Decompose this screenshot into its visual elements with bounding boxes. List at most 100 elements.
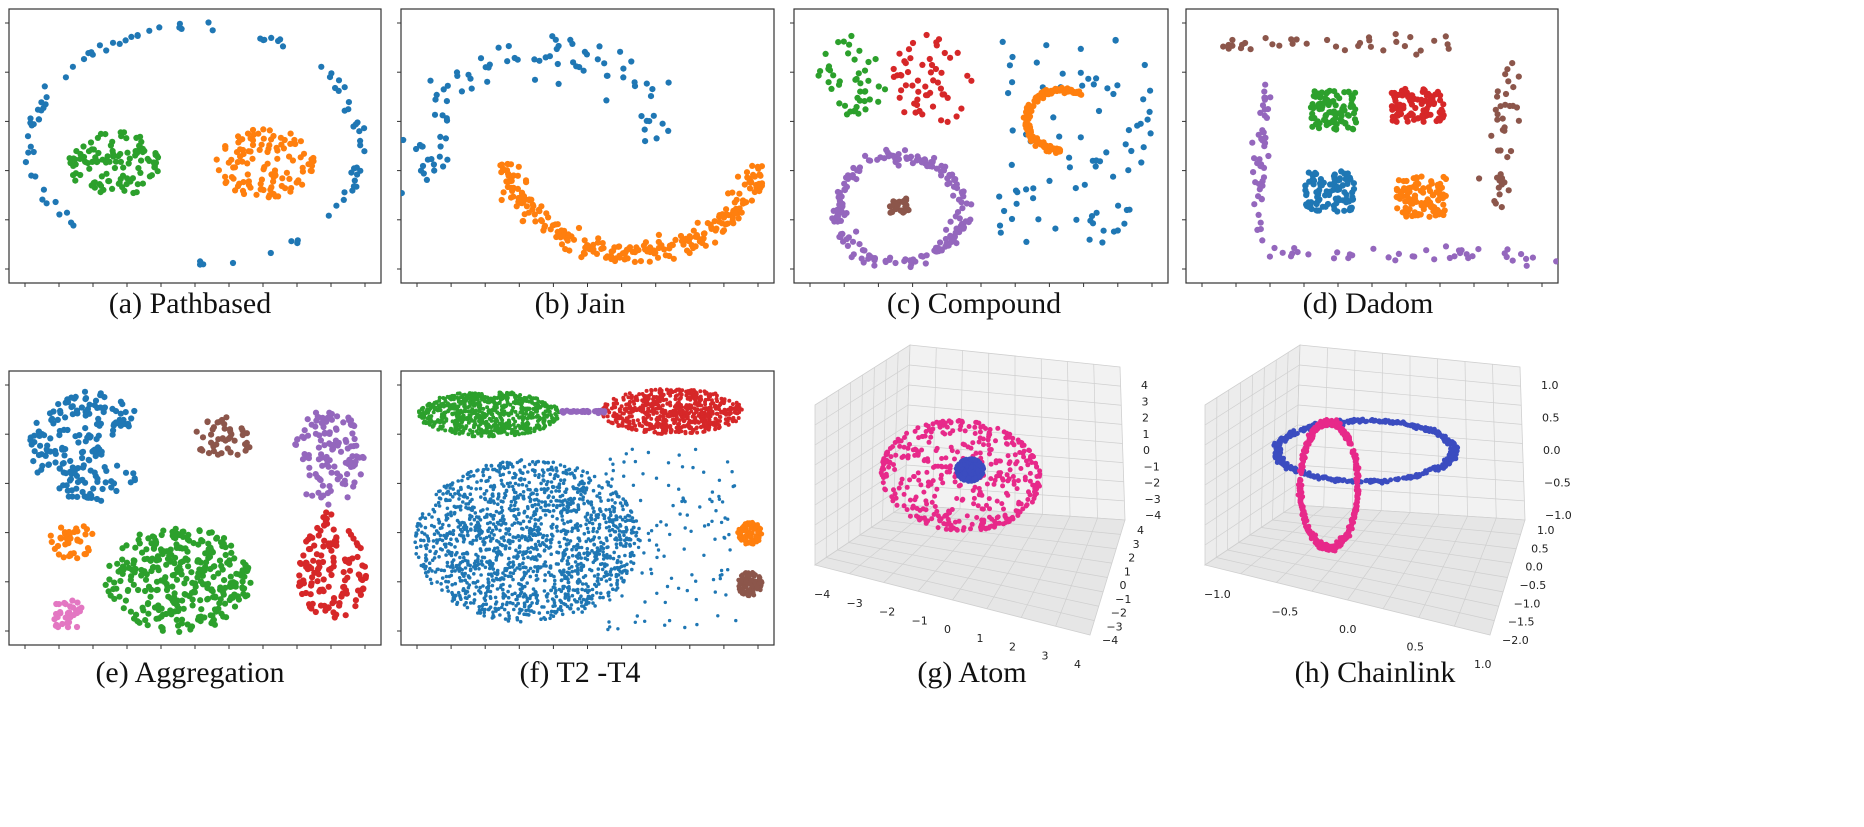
data-point [454,404,459,409]
data-point [159,627,166,634]
data-point [122,469,130,476]
data-point [245,178,252,185]
data-point [1332,102,1339,109]
data-point [607,525,611,529]
data-point [576,528,580,532]
data-point [955,196,963,203]
data-point [343,438,350,445]
data-point [146,157,153,164]
data-point [111,164,118,172]
data-point [277,36,284,43]
data-point [240,179,247,186]
data-point [22,159,29,166]
data-point [625,562,629,567]
data-point [835,81,843,88]
data-point [513,591,517,596]
data-point [682,424,687,429]
data-point [421,414,426,419]
data-point [465,581,469,585]
data-point [210,573,217,581]
data-point [419,411,424,416]
data-point [114,462,121,469]
data-point [197,597,204,604]
data-point [1494,93,1501,100]
data-point [52,198,59,206]
data-point [843,236,850,243]
data-point [330,526,337,533]
data-point [1009,53,1016,61]
data-point [536,57,543,64]
data-point [293,179,300,186]
data-point [559,570,563,574]
data-point [199,572,206,579]
data-point [569,603,574,607]
data-point [164,583,171,590]
data-point [46,410,54,417]
data-point [506,611,511,615]
data-point [902,256,909,263]
data-point [39,462,46,469]
data-point [576,562,580,567]
data-point [638,538,642,543]
data-point [507,470,512,475]
data-point [196,527,203,535]
data-point [678,410,683,414]
data-point [1267,94,1274,101]
data-point [644,421,649,425]
data-point [213,608,220,615]
data-point [249,126,257,134]
data-point [439,582,443,586]
data-point [477,605,482,609]
data-point [299,433,306,440]
data-point [219,435,226,442]
data-point [278,141,285,148]
data-point [599,499,603,503]
data-point [348,169,355,176]
data-point [1529,254,1536,261]
data-point [288,238,295,245]
data-point [473,415,478,420]
data-point [1327,181,1334,188]
data-point [110,150,117,157]
data-point [629,248,636,255]
data-point [1424,111,1432,119]
data-point [51,616,58,623]
data-point [1355,42,1362,50]
data-point [585,511,590,516]
data-point [510,484,515,489]
data-point [31,448,38,455]
data-point [1093,75,1100,82]
data-point [684,410,689,415]
data-point [315,444,322,451]
data-point [82,438,89,445]
data-point [532,610,536,614]
data-point [428,156,435,163]
data-point [529,516,533,520]
data-point [31,432,38,439]
data-point [901,58,908,65]
data-point [508,194,515,201]
plot-area [27,388,369,636]
data-point [901,109,908,116]
data-point [1008,161,1015,168]
data-point [937,239,944,246]
data-point [1402,204,1409,211]
data-point [531,211,538,218]
data-point [1035,216,1042,223]
data-point [80,56,88,63]
data-point [690,428,695,433]
data-point [1093,209,1100,216]
data-point [909,160,917,167]
data-point [1122,141,1129,148]
data-point [831,218,838,225]
data-point [668,403,673,408]
data-point [93,421,101,428]
data-point [209,27,216,34]
data-point [642,138,649,145]
data-point [527,427,531,432]
data-point [327,565,334,573]
data-point [560,518,565,522]
data-point [310,154,317,162]
data-point [1445,45,1452,52]
data-point [736,406,741,411]
